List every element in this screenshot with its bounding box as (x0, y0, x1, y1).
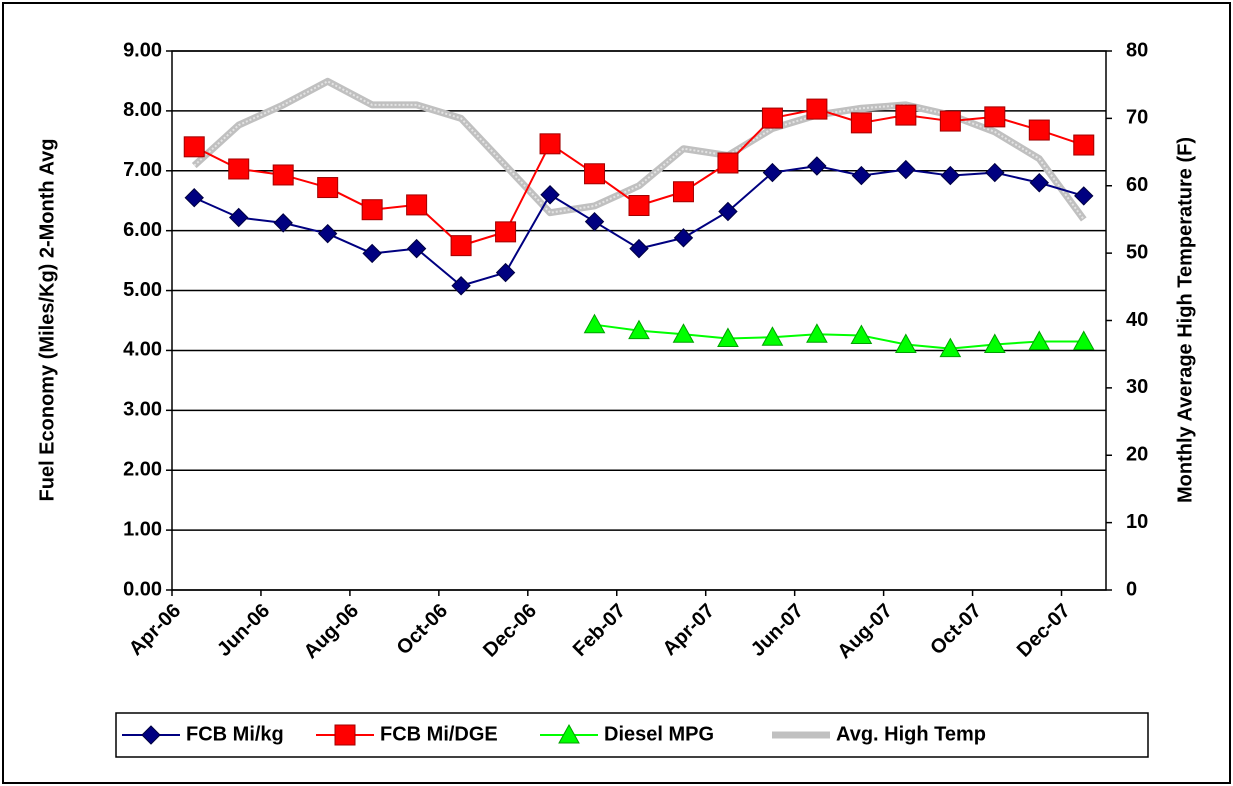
point (1029, 173, 1049, 193)
y2-tick-label: 60 (1126, 174, 1148, 196)
legend-box (115, 712, 1149, 758)
y-tick-label: 6.00 (123, 219, 162, 241)
y-tick-label: 2.00 (123, 459, 162, 481)
point (939, 337, 962, 358)
point (850, 324, 873, 344)
point (1028, 330, 1051, 350)
point (672, 323, 695, 343)
point (361, 199, 383, 221)
point (984, 106, 1006, 128)
point (985, 162, 1005, 183)
point (761, 107, 783, 129)
legend-label: Avg. High Temp (836, 723, 986, 745)
point (983, 333, 1006, 353)
point (584, 163, 606, 185)
legend-marker (334, 724, 356, 746)
y2-tick-label: 40 (1126, 309, 1148, 331)
series-line-highlight (193, 80, 1085, 221)
point (228, 158, 250, 180)
y2-tick-label: 30 (1126, 376, 1148, 398)
y-tick-label: 4.00 (123, 339, 162, 361)
y-tick-label: 3.00 (123, 399, 162, 421)
series-line (594, 323, 1084, 350)
legend-label: Diesel MPG (604, 723, 714, 745)
y-tick-label: 1.00 (123, 518, 162, 540)
point (628, 195, 650, 217)
y-tick-label: 5.00 (123, 279, 162, 301)
point (1028, 119, 1050, 141)
point (1073, 134, 1095, 156)
legend-label: FCB Mi/DGE (380, 723, 498, 745)
point (673, 228, 694, 248)
y2-axis-title: Monthly Average High Temperature (F) (1174, 137, 1196, 503)
point (672, 181, 694, 203)
point (362, 243, 382, 264)
point (629, 238, 649, 259)
point (451, 276, 471, 296)
legend-label: FCB Mi/kg (186, 723, 284, 745)
y2-tick-label: 20 (1126, 444, 1148, 466)
point (272, 164, 294, 186)
point (317, 223, 338, 244)
y2-tick-label: 80 (1126, 39, 1148, 61)
point (540, 185, 560, 205)
point (939, 110, 961, 132)
y2-tick-label: 50 (1126, 241, 1148, 263)
y2-tick-label: 70 (1126, 107, 1148, 129)
legend-marker (558, 723, 580, 744)
point (1074, 186, 1094, 206)
point (806, 323, 828, 343)
point (583, 313, 606, 334)
point (184, 188, 204, 208)
point (718, 201, 738, 222)
point (896, 159, 916, 180)
point (450, 235, 472, 257)
point (317, 177, 339, 199)
point (895, 104, 917, 126)
point (495, 221, 517, 243)
y2-tick-label: 0 (1126, 578, 1137, 600)
point (628, 319, 650, 340)
point (717, 152, 739, 174)
point (539, 133, 561, 155)
point (761, 326, 784, 346)
point (273, 213, 293, 233)
legend-marker (141, 725, 161, 745)
point (495, 262, 516, 283)
y2-tick-label: 10 (1126, 511, 1148, 533)
point (806, 98, 828, 120)
y-axis-title: Fuel Economy (Miles/Kg) 2-Month Avg (36, 139, 58, 502)
point (584, 211, 605, 232)
y-tick-label: 9.00 (123, 39, 162, 61)
point (229, 207, 249, 228)
point (851, 165, 872, 186)
point (1072, 330, 1095, 350)
point (807, 156, 827, 176)
point (762, 162, 783, 183)
point (895, 333, 917, 353)
plot-border (171, 50, 1107, 591)
point (940, 165, 961, 186)
y-tick-label: 7.00 (123, 159, 162, 181)
y-tick-label: 0.00 (123, 578, 162, 600)
point (406, 194, 428, 216)
point (183, 136, 205, 158)
y-tick-label: 8.00 (123, 99, 162, 121)
point (717, 327, 739, 347)
point (406, 238, 427, 259)
point (850, 112, 872, 134)
